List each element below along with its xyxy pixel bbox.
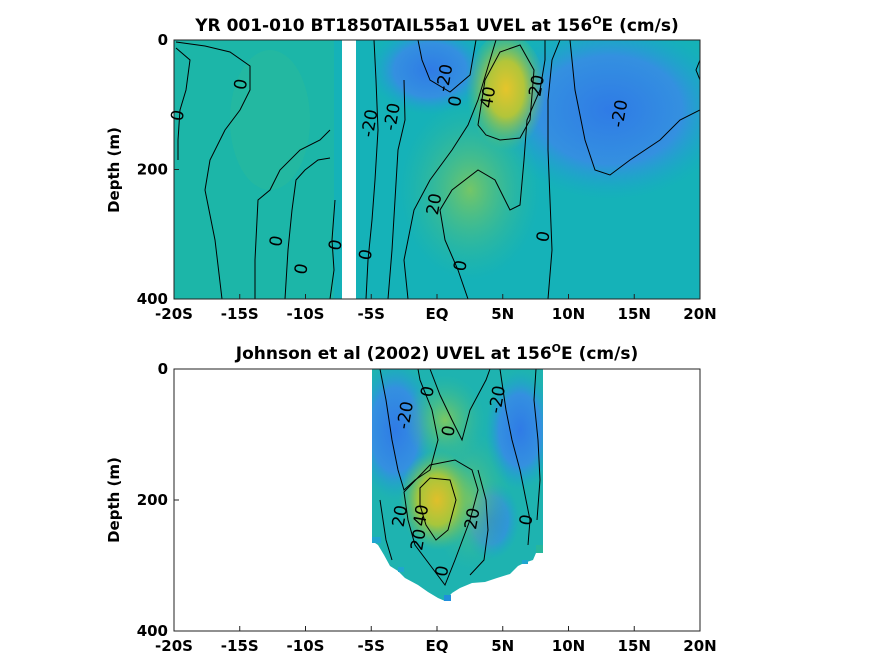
bottom-contour-label: 40 — [410, 503, 433, 528]
top-xtick-label: 5N — [491, 305, 514, 323]
top-xtick-label: EQ — [426, 305, 449, 323]
bottom-ytick-label: 400 — [137, 622, 168, 640]
bottom-edge-cells — [372, 537, 543, 601]
top-xtick-label: -5S — [358, 305, 385, 323]
top-contour-label: -20 — [380, 101, 405, 132]
top-contour-label: 0 — [325, 238, 347, 252]
bottom-xtick-label: EQ — [426, 637, 449, 655]
bottom-title-superscript: O — [552, 342, 561, 355]
bottom-contour-label: 0 — [432, 564, 454, 578]
top-field — [174, 40, 700, 299]
top-panel-title: YR 001-010 BT1850TAIL55a1 UVEL at 156OE … — [194, 14, 679, 36]
top-missing-band — [342, 40, 356, 299]
top-contour-label: -20 — [433, 63, 458, 94]
bottom-xtick-label: 10N — [552, 637, 585, 655]
bottom-contour-label: 0 — [438, 424, 460, 438]
top-ylabel: Depth (m) — [105, 127, 123, 213]
top-xtick-label: 15N — [618, 305, 651, 323]
top-ytick-label: 200 — [137, 161, 168, 179]
top-ytick-label: 400 — [137, 290, 168, 308]
bottom-panel: Johnson et al (2002) UVEL at 156OE (cm/s… — [105, 342, 717, 655]
top-contour-label: 0 — [450, 259, 472, 273]
top-xtick-label: 20N — [683, 305, 716, 323]
top-contour-label: 0 — [445, 94, 467, 108]
top-xtick-label: -10S — [287, 305, 325, 323]
bottom-contour-label: -20 — [486, 384, 511, 415]
bottom-xtick-label: -20S — [155, 637, 193, 655]
bottom-panel-title: Johnson et al (2002) UVEL at 156OE (cm/s… — [235, 342, 638, 364]
top-contour-label: 0 — [266, 234, 288, 248]
bottom-contours — [379, 369, 541, 587]
bottom-contour-label: 0 — [516, 513, 538, 527]
bottom-xtick-label: -15S — [221, 637, 259, 655]
bottom-ytick-label: 200 — [137, 491, 168, 509]
bottom-xtick-label: 5N — [491, 637, 514, 655]
top-xtick-label: 10N — [552, 305, 585, 323]
bottom-contour-label: 20 — [461, 506, 484, 531]
top-contour-label: 0 — [231, 77, 253, 91]
top-contour-label: 40 — [477, 85, 500, 110]
bottom-contour-label: 0 — [417, 385, 439, 399]
top-contour-label: 0 — [167, 108, 189, 122]
bottom-xtick-label: 15N — [618, 637, 651, 655]
bottom-ylabel: Depth (m) — [105, 457, 123, 543]
bottom-xtick-label: -10S — [287, 637, 325, 655]
top-contour-label: 20 — [526, 73, 549, 98]
bottom-contour-label: 20 — [407, 527, 430, 552]
top-xtick-label: -20S — [155, 305, 193, 323]
top-xtick-label: -15S — [221, 305, 259, 323]
bottom-field — [372, 369, 543, 601]
bottom-xtick-label: -5S — [358, 637, 385, 655]
top-contour-label: 0 — [356, 248, 378, 262]
bottom-ytick-label: 0 — [158, 360, 168, 378]
bottom-contour-label: -20 — [394, 400, 419, 431]
top-title-superscript: O — [592, 14, 601, 27]
top-panel: YR 001-010 BT1850TAIL55a1 UVEL at 156OE … — [105, 14, 717, 323]
top-contours — [175, 40, 700, 299]
top-contour-label: -20 — [358, 108, 383, 139]
top-contour-label: 0 — [291, 262, 313, 276]
top-contour-label: -20 — [608, 98, 633, 129]
top-contour-label: 20 — [423, 192, 446, 217]
bottom-contour-label: 20 — [389, 504, 412, 529]
bottom-xtick-label: 20N — [683, 637, 716, 655]
top-contour-label: 0 — [533, 230, 555, 244]
top-ytick-label: 0 — [158, 31, 168, 49]
